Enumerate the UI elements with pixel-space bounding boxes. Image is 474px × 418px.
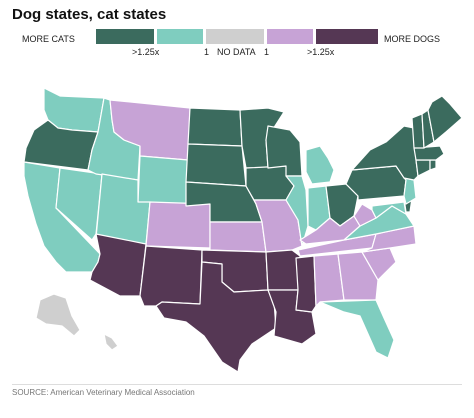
- state-me: [427, 95, 463, 143]
- state-tx: [155, 261, 277, 373]
- state-il: [285, 175, 309, 247]
- state-nd: [187, 107, 243, 147]
- legend-swatch-nodata: [206, 29, 264, 44]
- legend-swatch-dogs: [267, 29, 313, 44]
- source-note: SOURCE: American Veterinary Medical Asso…: [12, 388, 195, 397]
- state-sd: [185, 143, 247, 187]
- state-az: [89, 233, 147, 297]
- legend-swatch-cats-strong: [96, 29, 154, 44]
- state-ma: [413, 145, 445, 161]
- state-co: [145, 201, 211, 249]
- legend-tick-dogs-one: 1: [264, 47, 270, 57]
- map-title: Dog states, cat states: [12, 6, 167, 23]
- state-ms: [295, 255, 317, 313]
- legend-tick-nodata: NO DATA: [217, 47, 256, 57]
- legend-tick-cats-one: 1: [204, 47, 210, 57]
- legend-swatch-cats: [157, 29, 203, 44]
- legend-more-cats-label: MORE CATS: [22, 34, 75, 44]
- state-ga: [337, 251, 379, 301]
- state-fl: [319, 299, 395, 359]
- state-nm: [139, 245, 203, 307]
- source-divider: [12, 384, 462, 385]
- legend-tick-dogs-strong: >1.25x: [307, 47, 335, 57]
- state-mi: [305, 145, 335, 185]
- legend-more-dogs-label: MORE DOGS: [384, 34, 441, 44]
- state-hi: [103, 333, 119, 351]
- state-ar: [265, 249, 301, 291]
- state-wy: [137, 155, 189, 207]
- state-ak: [35, 293, 81, 337]
- state-ks: [209, 221, 267, 253]
- state-ct: [415, 159, 431, 177]
- legend-swatch-dogs-strong: [316, 29, 378, 44]
- legend-tick-cats-strong: >1.25x: [132, 47, 160, 57]
- state-nj: [403, 177, 417, 205]
- state-ri: [429, 159, 437, 171]
